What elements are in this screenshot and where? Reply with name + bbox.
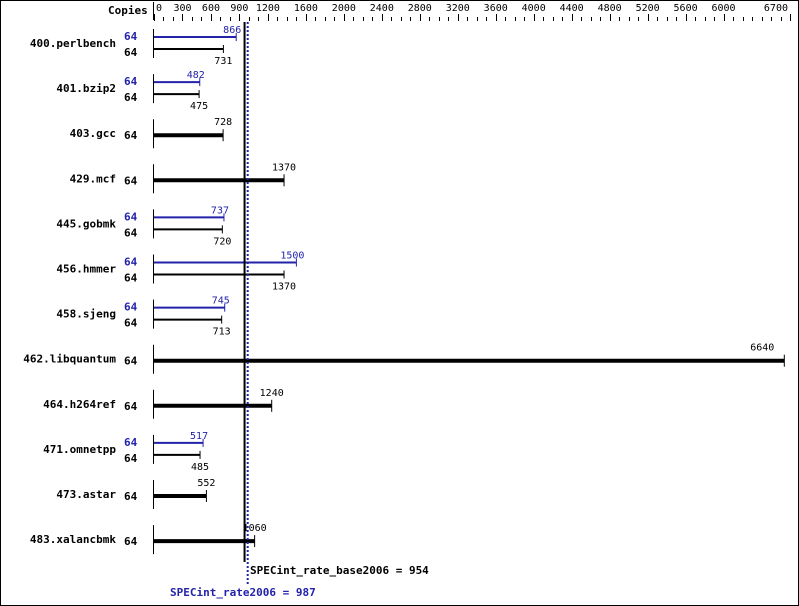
peak-copies: 64 xyxy=(124,210,138,223)
base-value: 485 xyxy=(191,462,209,473)
base-value: 731 xyxy=(214,56,232,67)
base-value: 1060 xyxy=(243,523,267,534)
base-copies: 64 xyxy=(124,452,138,465)
peak-value: 737 xyxy=(211,205,229,216)
benchmark-label: 400.perlbench xyxy=(30,37,116,50)
peak-copies: 64 xyxy=(124,75,138,88)
tick-label: 5600 xyxy=(674,3,698,14)
tick-label: 900 xyxy=(230,3,248,14)
peak-value: 1500 xyxy=(280,251,304,262)
tick-label: 1200 xyxy=(256,3,280,14)
benchmark-label: 429.mcf xyxy=(70,172,116,185)
tick-label: 3600 xyxy=(484,3,508,14)
base-summary-label: SPECint_rate_base2006 = 954 xyxy=(250,564,429,577)
benchmark-label: 401.bzip2 xyxy=(56,82,116,95)
copies-header: Copies xyxy=(108,4,148,17)
tick-label: 0 xyxy=(156,3,162,14)
base-value: 713 xyxy=(213,327,231,338)
peak-summary-label: SPECint_rate2006 = 987 xyxy=(170,586,316,599)
tick-label: 2000 xyxy=(332,3,356,14)
base-value: 6640 xyxy=(750,343,774,354)
peak-copies: 64 xyxy=(124,436,138,449)
tick-label: 1600 xyxy=(294,3,318,14)
peak-value: 866 xyxy=(223,25,241,36)
peak-copies: 64 xyxy=(124,30,138,43)
tick-label: 5200 xyxy=(636,3,660,14)
peak-value: 482 xyxy=(187,70,205,81)
benchmark-label: 456.hmmer xyxy=(56,263,116,276)
benchmark-label: 462.libquantum xyxy=(23,353,116,366)
tick-label: 2800 xyxy=(408,3,432,14)
base-copies: 64 xyxy=(124,91,138,104)
tick-label: 300 xyxy=(173,3,191,14)
peak-value: 517 xyxy=(190,431,208,442)
base-copies: 64 xyxy=(124,317,138,330)
base-value: 552 xyxy=(197,478,215,489)
base-copies: 64 xyxy=(124,400,138,413)
benchmark-label: 445.gobmk xyxy=(56,217,116,230)
base-copies: 64 xyxy=(124,490,138,503)
base-value: 728 xyxy=(214,117,232,128)
tick-label: 2400 xyxy=(370,3,394,14)
tick-label: 4400 xyxy=(560,3,584,14)
base-copies: 64 xyxy=(124,226,138,239)
base-copies: 64 xyxy=(124,174,138,187)
base-value: 1240 xyxy=(260,388,284,399)
base-value: 1370 xyxy=(272,162,296,173)
tick-label: 4800 xyxy=(598,3,622,14)
base-copies: 64 xyxy=(124,535,138,548)
peak-value: 745 xyxy=(212,296,230,307)
benchmark-label: 403.gcc xyxy=(70,127,116,140)
benchmark-label: 464.h264ref xyxy=(43,398,116,411)
tick-label: 3200 xyxy=(446,3,470,14)
peak-copies: 64 xyxy=(124,256,138,269)
tick-label: 4000 xyxy=(522,3,546,14)
base-copies: 64 xyxy=(124,272,138,285)
base-value: 1370 xyxy=(272,282,296,293)
benchmark-label: 471.omnetpp xyxy=(43,443,116,456)
tick-label: 6000 xyxy=(712,3,736,14)
base-copies: 64 xyxy=(124,355,138,368)
base-copies: 64 xyxy=(124,129,138,142)
benchmark-label: 458.sjeng xyxy=(56,308,116,321)
tick-label: 6700 xyxy=(764,3,788,14)
benchmark-label: 473.astar xyxy=(56,488,116,501)
tick-label: 600 xyxy=(202,3,220,14)
base-value: 720 xyxy=(213,236,231,247)
base-value: 475 xyxy=(190,101,208,112)
base-copies: 64 xyxy=(124,46,138,59)
peak-copies: 64 xyxy=(124,301,138,314)
benchmark-label: 483.xalancbmk xyxy=(30,533,116,546)
